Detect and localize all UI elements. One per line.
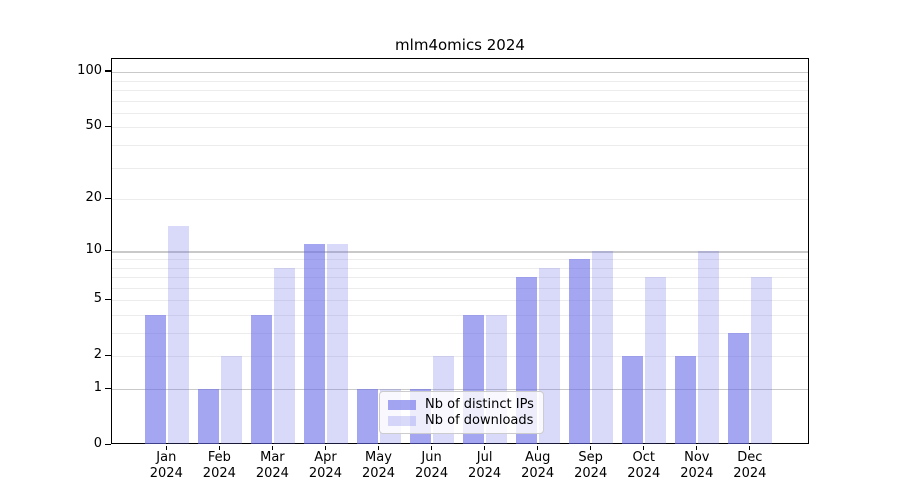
y-tick-mark-1 bbox=[105, 387, 111, 389]
x-tick-mark-feb bbox=[218, 445, 220, 450]
y-tick-label-100: 100 bbox=[77, 63, 102, 79]
gridline-minor-6 bbox=[112, 287, 808, 289]
x-tick-label-sep: Sep 2024 bbox=[574, 450, 608, 481]
x-tick-label-jul: Jul 2024 bbox=[468, 450, 502, 481]
legend-label-downloads: Nb of downloads bbox=[425, 413, 534, 428]
bar-downloads-jan bbox=[167, 226, 189, 444]
plot-area bbox=[111, 58, 809, 444]
x-tick-label-dec: Dec 2024 bbox=[733, 450, 767, 481]
bar-distinct-ips-feb bbox=[197, 389, 219, 444]
bar-distinct-ips-apr bbox=[303, 244, 325, 444]
x-tick-mark-sep bbox=[590, 445, 592, 450]
gridline-minor-8 bbox=[112, 267, 808, 269]
x-tick-mark-dec bbox=[749, 445, 751, 450]
x-tick-label-may: May 2024 bbox=[361, 450, 396, 481]
x-tick-mark-jul bbox=[483, 445, 486, 450]
gridline-minor-2 bbox=[112, 356, 808, 358]
gridline-minor-40 bbox=[112, 144, 808, 146]
x-tick-label-feb: Feb 2024 bbox=[202, 450, 236, 481]
bar-distinct-ips-oct bbox=[621, 356, 643, 444]
x-tick-mark-mar bbox=[271, 445, 274, 450]
y-tick-mark-20 bbox=[105, 197, 111, 199]
y-tick-mark-0 bbox=[105, 443, 111, 445]
gridline-major-10 bbox=[112, 251, 808, 253]
bar-distinct-ips-dec bbox=[728, 333, 750, 444]
gridline-minor-70 bbox=[112, 100, 808, 102]
gridline-minor-5 bbox=[112, 300, 808, 302]
bar-distinct-ips-nov bbox=[675, 356, 696, 444]
y-tick-mark-10 bbox=[105, 249, 111, 252]
bar-downloads-sep bbox=[591, 251, 613, 444]
bar-downloads-mar bbox=[273, 267, 295, 444]
x-tick-mark-nov bbox=[696, 445, 698, 450]
chart-title: mlm4omics 2024 bbox=[395, 36, 525, 54]
gridline-minor-4 bbox=[112, 315, 808, 317]
x-tick-label-oct: Oct 2024 bbox=[627, 450, 661, 481]
x-tick-label-mar: Mar 2024 bbox=[255, 450, 289, 481]
x-tick-mark-oct bbox=[643, 445, 645, 450]
x-tick-label-apr: Apr 2024 bbox=[308, 450, 342, 481]
x-tick-label-aug: Aug 2024 bbox=[521, 450, 555, 481]
y-tick-label-2: 2 bbox=[93, 347, 102, 363]
gridline-major-1 bbox=[112, 389, 808, 391]
gridline-minor-3 bbox=[112, 333, 808, 335]
gridline-minor-7 bbox=[112, 277, 808, 279]
bar-distinct-ips-may bbox=[356, 389, 378, 444]
legend: Nb of distinct IPs Nb of downloads bbox=[379, 391, 544, 434]
bar-downloads-feb bbox=[220, 356, 242, 444]
y-tick-mark-50 bbox=[105, 125, 111, 128]
bar-distinct-ips-sep bbox=[568, 259, 590, 444]
y-tick-mark-2 bbox=[105, 354, 111, 357]
y-tick-label-20: 20 bbox=[85, 190, 102, 206]
legend-swatch-distinct-ips bbox=[388, 399, 416, 411]
y-tick-label-0: 0 bbox=[93, 436, 102, 452]
x-tick-mark-may bbox=[377, 445, 380, 450]
x-tick-mark-jun bbox=[430, 445, 433, 450]
bar-downloads-dec bbox=[751, 277, 773, 444]
legend-item-distinct-ips: Nb of distinct IPs bbox=[388, 397, 535, 413]
legend-swatch-downloads bbox=[388, 415, 416, 427]
y-tick-label-50: 50 bbox=[85, 118, 102, 134]
y-tick-mark-100 bbox=[105, 70, 111, 72]
bar-downloads-apr bbox=[326, 244, 348, 444]
gridline-minor-9 bbox=[112, 259, 808, 261]
gridline-minor-20 bbox=[112, 199, 808, 201]
bar-downloads-nov bbox=[698, 251, 719, 444]
gridline-minor-80 bbox=[112, 89, 808, 91]
y-tick-label-5: 5 bbox=[93, 291, 102, 307]
bar-downloads-oct bbox=[644, 277, 666, 444]
bar-distinct-ips-mar bbox=[250, 315, 272, 444]
y-tick-mark-5 bbox=[105, 298, 111, 301]
gridline-minor-60 bbox=[112, 112, 808, 114]
gridline-major-100 bbox=[112, 72, 808, 74]
y-tick-label-10: 10 bbox=[85, 242, 102, 258]
x-tick-label-nov: Nov 2024 bbox=[680, 450, 714, 481]
legend-label-distinct-ips: Nb of distinct IPs bbox=[425, 397, 534, 412]
gridline-minor-30 bbox=[112, 167, 808, 169]
x-tick-mark-jan bbox=[165, 445, 167, 450]
gridline-minor-50 bbox=[112, 127, 808, 129]
bar-distinct-ips-jan bbox=[144, 315, 166, 444]
x-tick-mark-apr bbox=[324, 445, 327, 450]
gridline-minor-90 bbox=[112, 80, 808, 82]
bar-downloads-aug bbox=[538, 267, 560, 444]
x-tick-label-jan: Jan 2024 bbox=[149, 450, 183, 481]
x-tick-mark-aug bbox=[537, 445, 539, 450]
x-tick-label-jun: Jun 2024 bbox=[415, 450, 449, 481]
y-tick-label-1: 1 bbox=[93, 380, 102, 396]
legend-item-downloads: Nb of downloads bbox=[388, 413, 535, 429]
